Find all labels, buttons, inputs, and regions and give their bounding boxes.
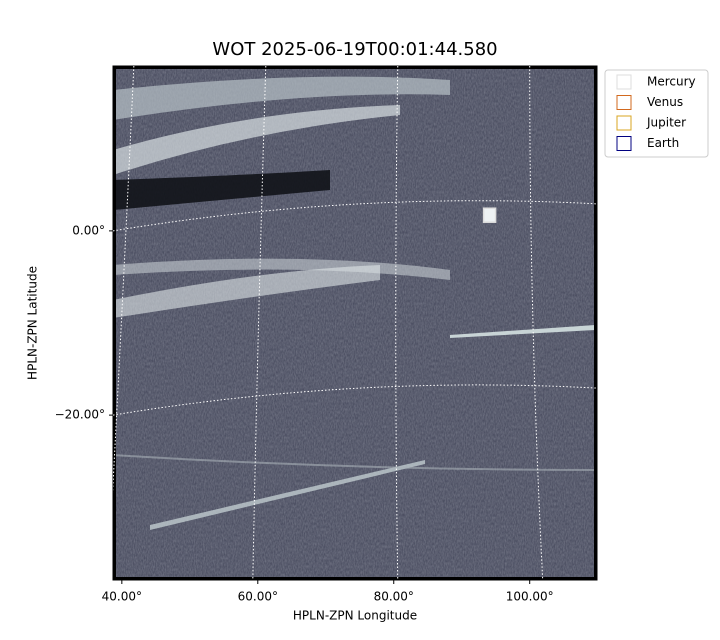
y-axis-label: HPLN-ZPN Latitude bbox=[26, 266, 40, 380]
y-tick-label: 0.00° bbox=[72, 223, 105, 237]
legend-marker bbox=[616, 74, 632, 90]
grid-line bbox=[529, 66, 544, 580]
x-tick-label: 80.00° bbox=[374, 590, 414, 604]
planet-marker bbox=[482, 207, 497, 223]
grid-line bbox=[113, 66, 135, 494]
legend-label: Jupiter bbox=[646, 116, 686, 130]
plot-frame bbox=[112, 65, 598, 581]
grid-line bbox=[395, 66, 399, 580]
legend-marker bbox=[616, 95, 632, 110]
legend-label: Venus bbox=[647, 95, 683, 109]
legend-marker bbox=[616, 136, 632, 151]
x-tick-label: 60.00° bbox=[238, 590, 278, 604]
chart-title: WOT 2025-06-19T00:01:44.580 bbox=[212, 39, 497, 60]
legend-label: Mercury bbox=[647, 75, 696, 89]
grid-line bbox=[252, 66, 267, 580]
x-tick-label: 100.00° bbox=[506, 590, 554, 604]
grid-line bbox=[113, 384, 597, 416]
legend-label: Earth bbox=[647, 136, 679, 150]
sky-image bbox=[113, 66, 597, 580]
legend: Mercury Venus Jupiter Earth bbox=[604, 69, 709, 158]
x-axis-label: HPLN-ZPN Longitude bbox=[293, 609, 417, 623]
x-tick-label: 40.00° bbox=[102, 590, 142, 604]
legend-marker bbox=[616, 115, 632, 131]
y-tick-label: −20.00° bbox=[55, 408, 105, 422]
grid-line bbox=[113, 200, 597, 232]
legend-frame bbox=[604, 69, 709, 158]
